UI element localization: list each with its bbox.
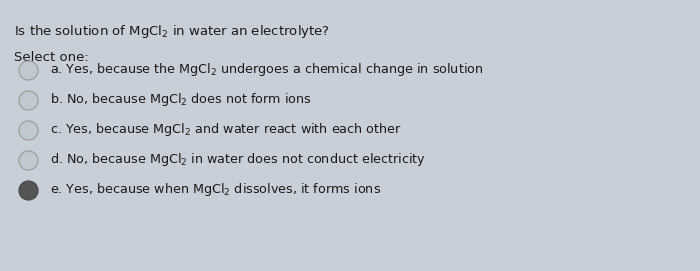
Point bbox=[22, 68, 34, 72]
Point bbox=[22, 98, 34, 102]
Text: a. Yes, because the MgCl$_2$ undergoes a chemical change in solution: a. Yes, because the MgCl$_2$ undergoes a… bbox=[50, 62, 484, 79]
Text: Select one:: Select one: bbox=[14, 51, 89, 64]
Text: c. Yes, because MgCl$_2$ and water react with each other: c. Yes, because MgCl$_2$ and water react… bbox=[50, 121, 402, 138]
Text: d. No, because MgCl$_2$ in water does not conduct electricity: d. No, because MgCl$_2$ in water does no… bbox=[50, 151, 426, 169]
Text: b. No, because MgCl$_2$ does not form ions: b. No, because MgCl$_2$ does not form io… bbox=[50, 92, 312, 108]
Point bbox=[22, 158, 34, 162]
Text: Is the solution of MgCl$_2$ in water an electrolyte?: Is the solution of MgCl$_2$ in water an … bbox=[14, 23, 330, 40]
Text: e. Yes, because when MgCl$_2$ dissolves, it forms ions: e. Yes, because when MgCl$_2$ dissolves,… bbox=[50, 182, 381, 198]
Point bbox=[22, 188, 34, 192]
Point bbox=[22, 128, 34, 132]
